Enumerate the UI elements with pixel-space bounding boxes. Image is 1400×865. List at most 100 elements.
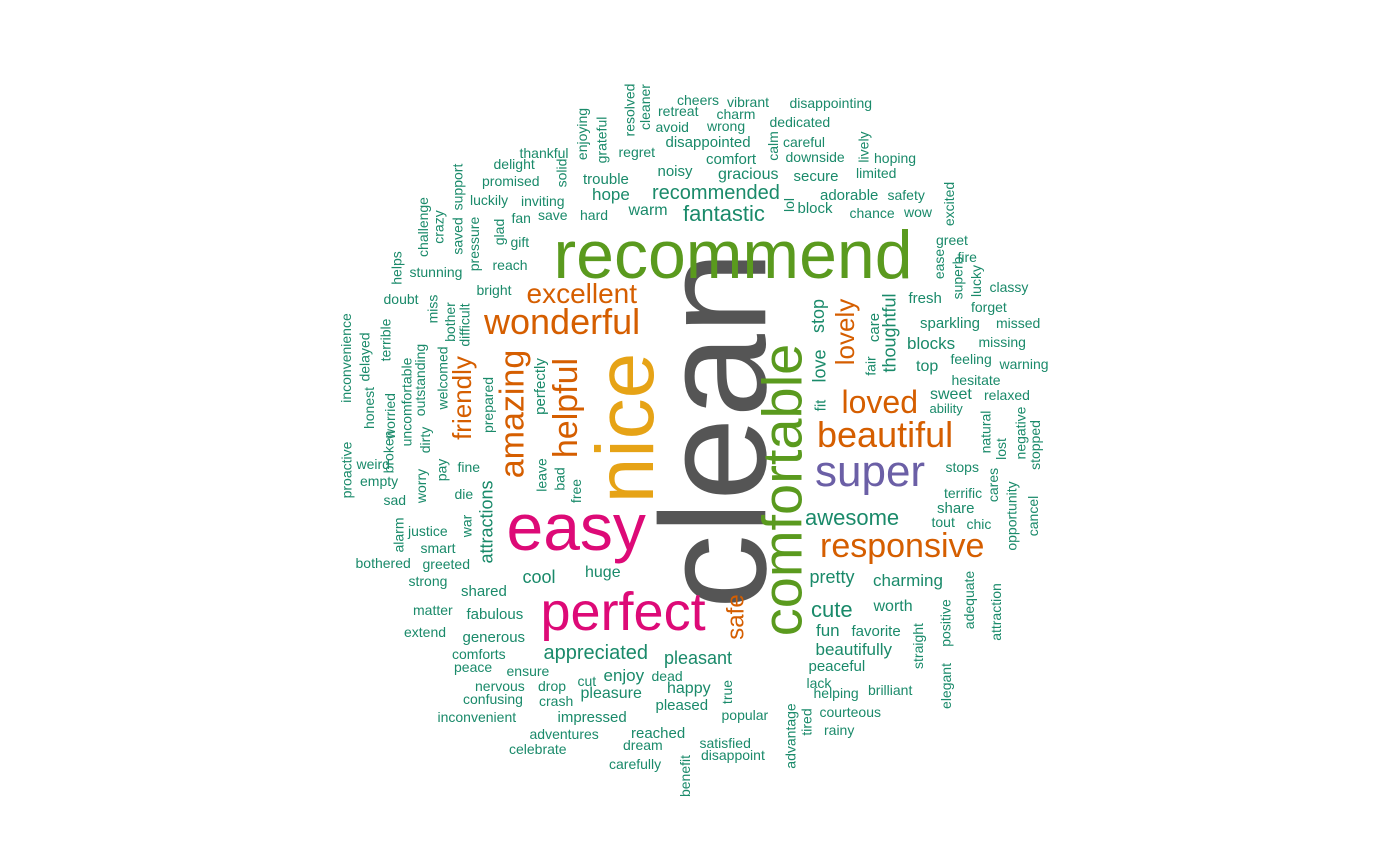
word-gift: gift [510,234,530,250]
word-awesome: awesome [805,505,900,530]
word-disappointed: disappointed [665,133,751,151]
word-happy: happy [667,680,711,697]
word-cares: cares [985,467,1002,503]
word-beautifully: beautifully [815,639,893,659]
word-tired: tired [798,708,815,736]
word-worry: worry [413,468,430,504]
word-dead: dead [651,668,683,684]
word-stopped: stopped [1026,420,1043,470]
word-inconvenient: inconvenient [437,709,517,725]
word-die: die [454,486,474,502]
word-superb: superb [948,256,965,300]
word-nice: nice [580,352,672,504]
word-ability: ability [929,400,963,416]
word-disappoint: disappoint [701,747,765,763]
word-top: top [916,358,939,375]
word-trouble: trouble [583,170,629,188]
word-true: true [719,679,736,705]
word-loved: loved [841,384,919,420]
word-warning: warning [999,356,1049,372]
word-miss: miss [423,294,440,324]
word-attractions: attractions [476,480,497,564]
word-comfort: comfort [706,150,757,168]
word-satisfied: satisfied [699,735,751,751]
word-wonderful: wonderful [484,301,641,342]
word-nervous: nervous [475,678,525,694]
word-doubt: doubt [383,291,419,307]
word-pressure: pressure [466,216,483,272]
word-elegant: elegant [937,663,954,709]
word-tout: tout [931,514,955,530]
word-alarm: alarm [390,517,407,553]
word-justice: justice [408,523,448,539]
word-rainy: rainy [824,722,855,738]
word-attraction: attraction [987,583,1004,641]
word-lovely: lovely [830,298,861,366]
word-celebrate: celebrate [509,741,567,757]
word-lucky: lucky [967,265,984,297]
word-brilliant: brilliant [868,682,913,698]
word-relaxed: relaxed [984,387,1030,403]
word-promised: promised [482,173,540,189]
word-positive: positive [937,599,954,647]
word-hard: hard [580,207,609,223]
word-impressed: impressed [557,708,627,726]
word-stops: stops [945,459,979,475]
word-weird: weird [356,456,390,472]
word-fire: fire [957,249,977,265]
word-challenge: challenge [414,197,431,257]
word-greet: greet [936,232,968,248]
word-favorite: favorite [851,622,901,640]
word-matter: matter [413,602,453,618]
word-bright: bright [476,282,512,298]
word-support: support [448,163,465,211]
word-inviting: inviting [521,193,565,209]
word-bothered: bothered [355,555,411,571]
word-cute: cute [811,597,853,622]
word-gracious: gracious [718,166,779,183]
word-courteous: courteous [819,704,881,720]
word-inconvenience: inconvenience [337,313,354,403]
word-thankful: thankful [519,145,569,161]
word-pleasure: pleasure [580,685,642,702]
word-wow: wow [904,204,933,220]
word-cool: cool [522,567,556,587]
word-fabulous: fabulous [466,605,524,623]
word-love: love [809,349,830,383]
word-luckily: luckily [470,192,509,208]
word-amazing: amazing [492,349,531,479]
word-war: war [457,514,474,538]
word-reached: reached [631,724,686,742]
word-chance: chance [849,205,895,221]
word-negative: negative [1011,406,1028,460]
word-downside: downside [785,149,845,165]
word-solid: solid [552,158,569,188]
word-stop: stop [808,298,829,334]
word-worried: worried [381,393,398,439]
word-dream: dream [623,737,663,753]
word-care: care [865,312,883,342]
word-leave: leave [533,458,550,492]
word-huge: huge [585,564,621,581]
word-ease: ease [931,248,948,280]
word-cheers: cheers [677,92,720,108]
word-peace: peace [454,659,493,675]
word-limited: limited [856,165,897,181]
word-feeling: feeling [950,351,992,367]
word-hope: hope [592,184,630,204]
word-cleaner: cleaner [636,84,653,130]
word-friendly: friendly [446,356,477,440]
word-adorable: adorable [820,186,879,204]
word-ensure: ensure [506,663,550,679]
word-adventures: adventures [529,726,599,742]
word-missing: missing [978,334,1026,350]
word-pay: pay [432,458,449,482]
word-safe: safe [722,594,750,640]
word-recommend: recommend [553,217,913,293]
word-retreat: retreat [658,103,699,119]
word-beautiful: beautiful [817,414,954,455]
word-super: super [815,447,926,496]
word-calm: calm [764,131,781,161]
word-smart: smart [420,540,456,556]
